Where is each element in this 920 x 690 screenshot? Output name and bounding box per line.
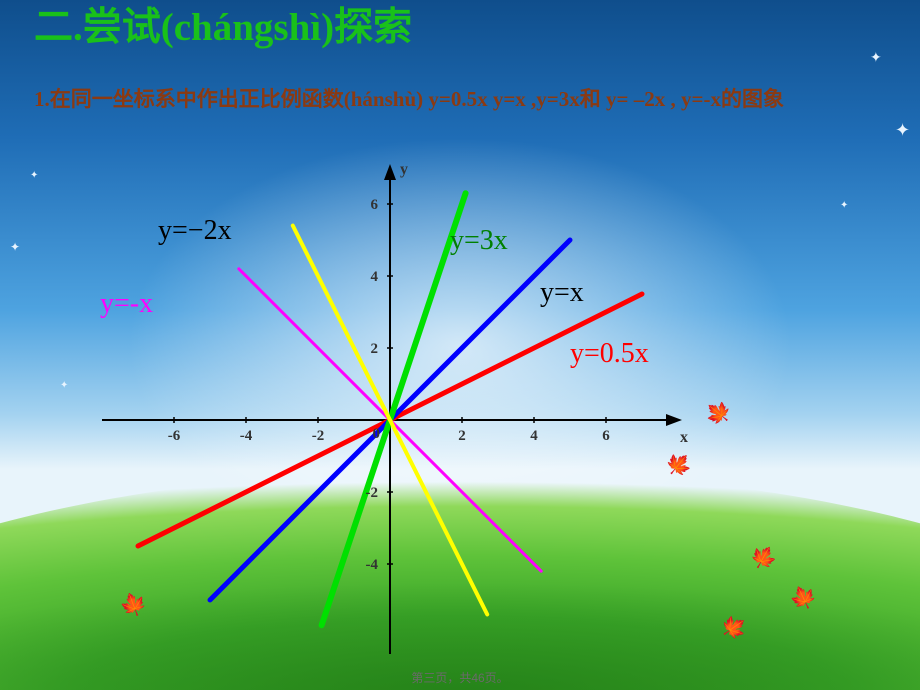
- x-tick-label: -4: [240, 428, 253, 444]
- star-icon: ✦: [10, 240, 20, 255]
- line-label: y=-x: [100, 288, 153, 320]
- y-tick-label: -2: [366, 485, 379, 501]
- x-tick-label: 4: [530, 428, 538, 444]
- line-label: y=x: [540, 277, 584, 309]
- line-label: y=3x: [450, 225, 508, 257]
- plot-line: [322, 193, 466, 625]
- line-label: y=−2x: [158, 215, 232, 247]
- star-icon: ✦: [840, 200, 848, 211]
- x-tick-label: -6: [168, 428, 181, 444]
- x-tick-label: 6: [602, 428, 610, 444]
- section-subtitle: 1.在同一坐标系中作出正比例函数(hánshù) y=0.5x y=x ,y=3…: [34, 86, 890, 112]
- x-tick-label: -2: [312, 428, 325, 444]
- y-tick-label: -4: [366, 557, 379, 573]
- y-tick-label: 4: [371, 269, 379, 285]
- star-icon: ✦: [895, 120, 910, 141]
- section-heading: 二.尝试(chángshì)探索: [34, 8, 412, 47]
- y-tick-label: 2: [371, 341, 379, 357]
- x-axis-label: x: [680, 429, 688, 446]
- y-tick-label: 6: [371, 197, 379, 213]
- star-icon: ✦: [870, 50, 882, 67]
- origin-label: 0: [373, 426, 381, 442]
- star-icon: ✦: [60, 380, 68, 391]
- chart-svg: -6-4-2246-4-22460xy: [140, 190, 740, 650]
- slide-stage: ✦✦✦✦✦✦ 🍁🍁🍁🍁🍁🍁 二.尝试(chángshì)探索 1.在同一坐标系中…: [0, 0, 920, 690]
- y-axis-label: y: [400, 161, 408, 178]
- star-icon: ✦: [30, 170, 38, 181]
- coordinate-chart: -6-4-2246-4-22460xy y=0.5xy=xy=3xy=-xy=−…: [140, 190, 740, 650]
- page-footer: 第三页，共46页。: [0, 669, 920, 686]
- line-label: y=0.5x: [570, 338, 649, 370]
- x-tick-label: 2: [458, 428, 466, 444]
